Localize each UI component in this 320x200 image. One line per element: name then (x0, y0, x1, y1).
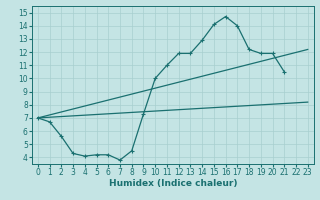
X-axis label: Humidex (Indice chaleur): Humidex (Indice chaleur) (108, 179, 237, 188)
